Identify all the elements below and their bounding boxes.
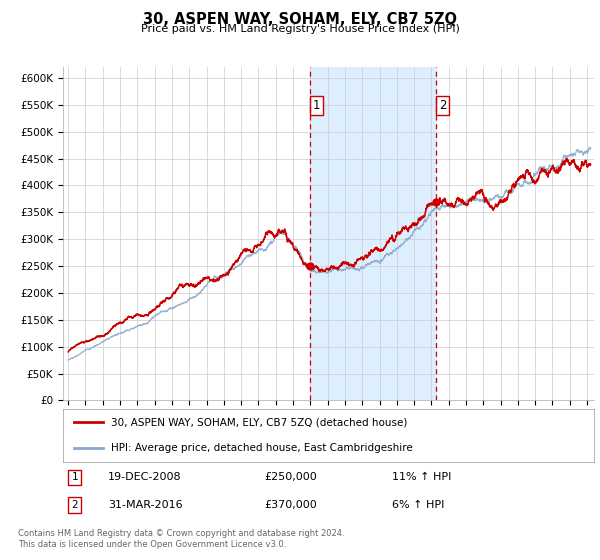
Text: 31-MAR-2016: 31-MAR-2016 [108,500,183,510]
Text: 19-DEC-2008: 19-DEC-2008 [108,473,182,483]
Text: 1: 1 [313,99,320,112]
Bar [310,67,436,400]
Text: 6% ↑ HPI: 6% ↑ HPI [392,500,445,510]
Text: Contains HM Land Registry data © Crown copyright and database right 2024.
This d: Contains HM Land Registry data © Crown c… [18,529,344,549]
Text: 30, ASPEN WAY, SOHAM, ELY, CB7 5ZQ (detached house): 30, ASPEN WAY, SOHAM, ELY, CB7 5ZQ (deta… [111,417,407,427]
Text: Price paid vs. HM Land Registry's House Price Index (HPI): Price paid vs. HM Land Registry's House … [140,24,460,34]
Text: 30, ASPEN WAY, SOHAM, ELY, CB7 5ZQ: 30, ASPEN WAY, SOHAM, ELY, CB7 5ZQ [143,12,457,27]
Text: HPI: Average price, detached house, East Cambridgeshire: HPI: Average price, detached house, East… [111,442,413,452]
Text: £370,000: £370,000 [265,500,317,510]
Text: £250,000: £250,000 [265,473,317,483]
Text: 11% ↑ HPI: 11% ↑ HPI [392,473,452,483]
Text: 2: 2 [71,500,78,510]
Text: 2: 2 [439,99,446,112]
Text: 1: 1 [71,473,78,483]
